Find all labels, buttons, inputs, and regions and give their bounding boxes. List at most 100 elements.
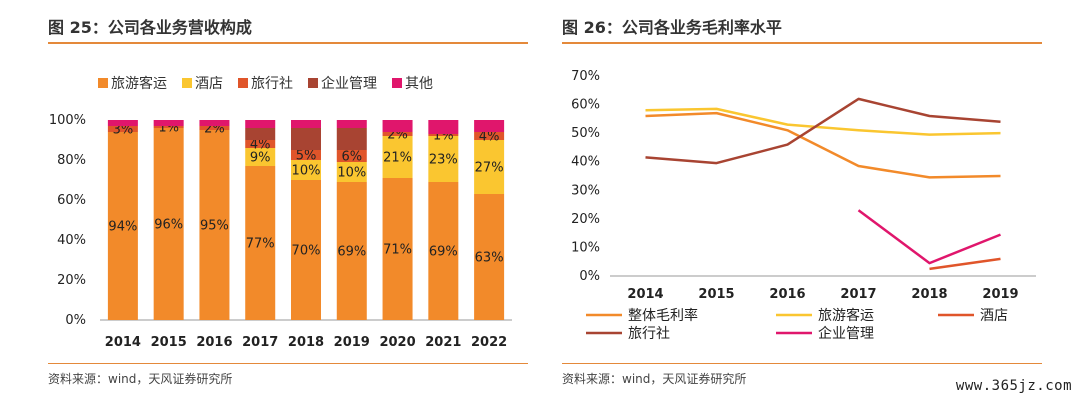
bar-segment-2020-1 xyxy=(382,136,413,178)
x-tick-label: 2017 xyxy=(840,287,876,302)
data-label-2019-1: 10% xyxy=(337,166,366,181)
x-tick-label: 2019 xyxy=(334,335,370,350)
bar-segment-2019-0 xyxy=(336,182,367,320)
legend-swatch-1 xyxy=(182,78,192,88)
bar-segment-2017-2 xyxy=(245,140,276,148)
gross-margin-chart: 0% 10% 20% 30% 40% 50% 60% 70% 2014 2015 2016 2017 2… xyxy=(571,69,1036,342)
y-tick-label: 10% xyxy=(571,240,600,255)
legend-swatch-4 xyxy=(392,78,402,88)
data-label-2017-0: 77% xyxy=(246,237,275,252)
left-bottom-rule xyxy=(48,363,528,364)
data-label-2015-0: 96% xyxy=(154,218,183,233)
right-title-rule xyxy=(562,42,1042,44)
data-label-2020-1: 21% xyxy=(383,151,412,166)
legend-swatch-3 xyxy=(308,78,318,88)
legend-label-4: 企业管理 xyxy=(818,325,874,342)
x-tick-label: 2015 xyxy=(698,287,734,302)
bar-segment-2017-3 xyxy=(245,128,276,140)
bar-segment-2022-4 xyxy=(474,120,505,132)
bar-segment-2015-4 xyxy=(153,120,184,126)
x-tick-label: 2020 xyxy=(379,335,415,350)
bar-segment-2022-0 xyxy=(474,194,505,320)
bar-segment-2018-3 xyxy=(291,128,321,150)
bar-segment-2018-2 xyxy=(291,150,321,160)
revenue-composition-chart: 旅游客运 酒店 旅行社 企业管理 其他 0% 20% 40% 60% 80% 100% 94% 3% 20… xyxy=(49,75,512,350)
data-label-2018-0: 70% xyxy=(292,244,321,259)
legend-swatch-2 xyxy=(238,78,248,88)
left-panel: 图 25：公司各业务营收构成 旅游客运 酒店 旅行社 企业管理 其他 0% 20% 40% 60… xyxy=(48,18,528,386)
bar-segment-2016-0 xyxy=(199,130,230,320)
bar-segment-2016-4 xyxy=(199,120,230,126)
right-chart-title: 图 26：公司各业务毛利率水平 xyxy=(562,18,782,37)
left-chart-title: 图 25：公司各业务营收构成 xyxy=(48,18,252,37)
y-tick-label: 0% xyxy=(579,269,600,284)
bar-segment-2020-4 xyxy=(382,120,413,132)
bar-segment-2019-4 xyxy=(336,120,367,128)
x-tick-label: 2021 xyxy=(425,335,461,350)
y-tick-label: 20% xyxy=(57,273,86,288)
watermark: www.365jz.com xyxy=(955,378,1072,394)
data-label-2022-0: 63% xyxy=(475,251,504,266)
x-tick-label: 2019 xyxy=(982,287,1018,302)
data-label-2017-1: 9% xyxy=(250,151,271,166)
series-line-4 xyxy=(857,209,1001,265)
x-tick-label: 2016 xyxy=(769,287,805,302)
data-label-2016-0: 95% xyxy=(200,219,229,234)
bar-segment-2017-0 xyxy=(245,166,276,320)
bar-segment-2019-2 xyxy=(336,150,367,162)
bar-segment-2016-2 xyxy=(199,126,230,130)
x-tick-label: 2014 xyxy=(627,287,663,302)
data-label-2022-2: 4% xyxy=(479,130,500,145)
data-label-2019-0: 69% xyxy=(337,245,366,260)
legend-label-1: 旅游客运 xyxy=(818,307,874,324)
bar-segment-2021-1 xyxy=(428,136,459,182)
bar-segment-2015-0 xyxy=(153,128,184,320)
y-tick-label: 30% xyxy=(571,183,600,198)
series-line-1 xyxy=(645,107,1001,136)
data-label-2018-1: 10% xyxy=(292,164,321,179)
bar-segment-2022-1 xyxy=(474,140,505,194)
y-tick-label: 60% xyxy=(57,193,86,208)
y-tick-label: 0% xyxy=(65,313,86,328)
x-tick-label: 2018 xyxy=(288,335,324,350)
legend-label-2: 旅行社 xyxy=(251,76,293,92)
right-bottom-rule xyxy=(562,363,1042,364)
bar-segment-2015-2 xyxy=(153,126,184,128)
x-tick-label: 2022 xyxy=(471,335,507,350)
bar-segment-2018-0 xyxy=(291,180,321,320)
legend-swatch-0 xyxy=(98,78,108,88)
legend-label-2: 酒店 xyxy=(980,308,1008,324)
bar-segment-2020-0 xyxy=(382,178,413,320)
x-tick-label: 2016 xyxy=(196,335,232,350)
series-line-0 xyxy=(645,111,1001,179)
y-tick-label: 20% xyxy=(571,212,600,227)
bar-segment-2017-1 xyxy=(245,148,276,166)
x-tick-label: 2018 xyxy=(911,287,947,302)
bar-segment-2019-3 xyxy=(336,128,367,150)
data-label-2020-0: 71% xyxy=(383,243,412,258)
legend-label-1: 酒店 xyxy=(195,76,223,92)
y-tick-label: 100% xyxy=(49,113,86,128)
bar-segment-2021-2 xyxy=(428,134,459,136)
series-line-3 xyxy=(645,97,1001,165)
series-line-2 xyxy=(929,257,1001,271)
bar-segment-2014-0 xyxy=(107,132,138,320)
data-label-2019-2: 6% xyxy=(341,150,362,165)
bar-segment-2018-1 xyxy=(291,160,321,180)
y-tick-label: 50% xyxy=(571,126,600,141)
data-label-2018-2: 5% xyxy=(296,149,317,164)
y-tick-label: 40% xyxy=(571,155,600,170)
y-tick-label: 40% xyxy=(57,233,86,248)
right-panel: 图 26：公司各业务毛利率水平 0% 10% 20% 30% 40% 50% 60% 70% 2… xyxy=(540,0,1080,403)
bar-segment-2018-4 xyxy=(291,120,321,128)
data-label-2014-0: 94% xyxy=(108,220,137,235)
bar-segment-2020-2 xyxy=(382,132,413,136)
left-title-rule xyxy=(48,42,528,44)
data-label-2022-1: 27% xyxy=(475,161,504,176)
x-tick-label: 2017 xyxy=(242,335,278,350)
data-label-2014-2: 3% xyxy=(113,123,134,138)
legend-label-0: 旅游客运 xyxy=(111,75,167,92)
y-tick-label: 70% xyxy=(571,69,600,84)
x-tick-label: 2015 xyxy=(151,335,187,350)
y-tick-label: 60% xyxy=(571,98,600,113)
